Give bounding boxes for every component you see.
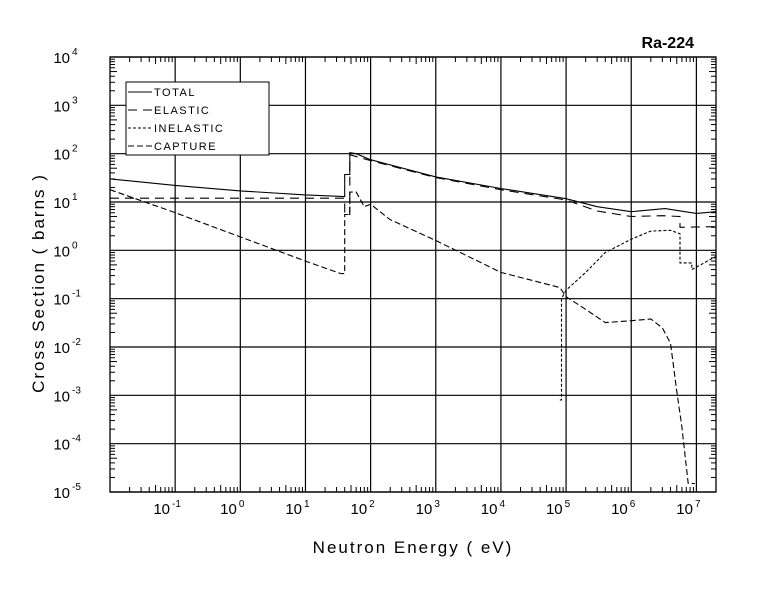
legend-label: CAPTURE — [154, 141, 217, 153]
x-tick-label: 10 3 — [416, 499, 441, 518]
x-tick-label: 10 6 — [611, 499, 636, 518]
y-tick-label: 10 -3 — [53, 385, 81, 405]
y-tick-label: 10 1 — [53, 192, 78, 212]
series-capture — [109, 189, 695, 485]
x-tick-labels: 10 -1 10 0 10 1 10 2 10 3 10 4 10 5 10 6 10 7 — [153, 499, 701, 518]
legend-label: TOTAL — [154, 87, 196, 99]
x-tick-label: 10 0 — [220, 499, 245, 518]
series-inelastic — [559, 229, 717, 401]
y-tick-label: 10 2 — [53, 144, 78, 164]
series-elastic — [110, 153, 717, 228]
x-tick-label: 10 7 — [676, 499, 701, 518]
y-axis-label: Cross Section ( barns ) — [29, 173, 48, 393]
x-tick-label: 10 4 — [481, 499, 506, 518]
x-tick-label: 10 2 — [350, 499, 375, 518]
legend-box — [125, 81, 270, 156]
plot-frame — [109, 56, 717, 493]
chart-title: Ra-224 — [642, 35, 695, 52]
y-tick-label: 10 -5 — [53, 482, 81, 502]
y-tick-label: 10 3 — [53, 95, 78, 115]
x-tick-label: 10 5 — [546, 499, 571, 518]
x-tick-label: 10 -1 — [153, 499, 181, 518]
series-total — [109, 151, 717, 214]
y-tick-label: 10 4 — [53, 47, 78, 67]
series-lines — [109, 151, 717, 485]
y-tick-label: 10 -4 — [53, 434, 81, 454]
y-tick-label: 10 -2 — [53, 337, 81, 357]
legend-label: ELASTIC — [154, 105, 210, 117]
x-tick-label: 10 1 — [285, 499, 310, 518]
minor-ticks — [110, 57, 717, 492]
legend: TOTAL ELASTIC INELASTIC CAPTURE — [125, 81, 270, 156]
x-axis-label: Neutron Energy ( eV) — [313, 538, 514, 557]
y-tick-label: 10 0 — [53, 240, 78, 260]
y-tick-label: 10 -1 — [53, 289, 81, 309]
legend-label: INELASTIC — [154, 123, 224, 135]
